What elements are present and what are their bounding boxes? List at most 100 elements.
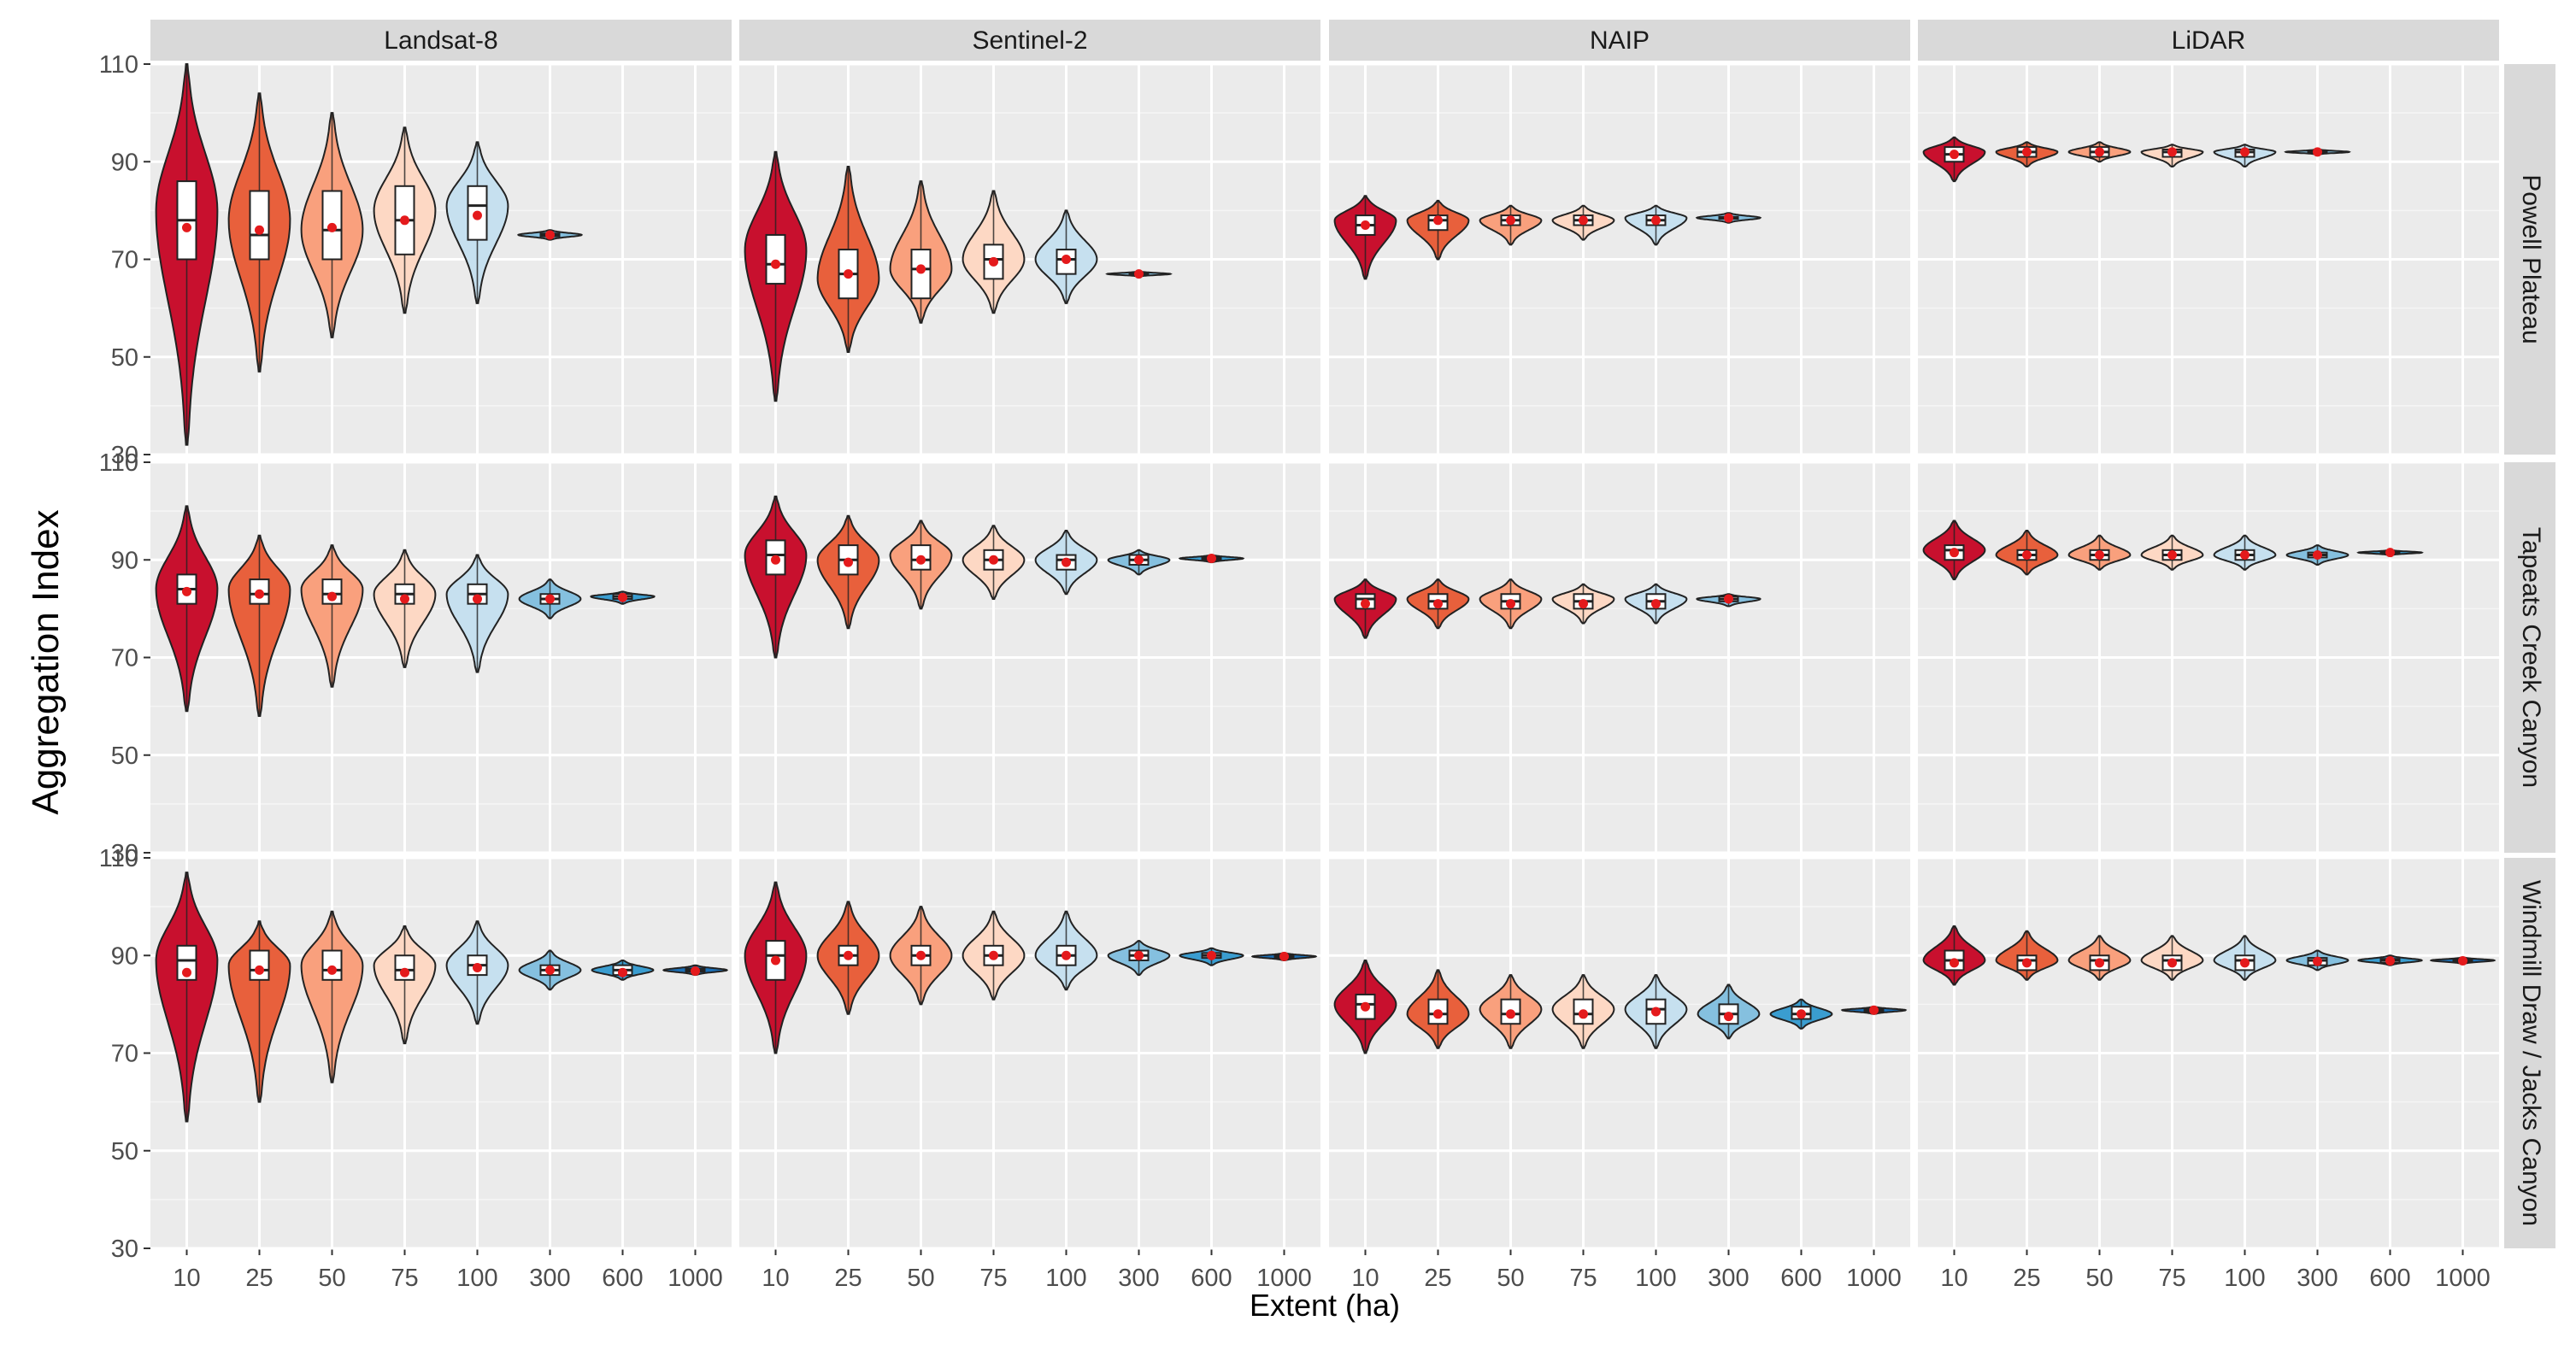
x-tick-label: 1000 <box>1256 1265 1312 1292</box>
violin-25 <box>816 901 880 1015</box>
x-tick-label: 100 <box>1635 1265 1676 1292</box>
x-axis-col-naip: 10 25 50 75 100 300 600 1000 <box>1351 1248 1902 1292</box>
violin-300 <box>1107 940 1171 977</box>
violin-300 <box>1695 212 1762 224</box>
mean-marker <box>1724 1012 1733 1022</box>
violin-600 <box>1769 998 1833 1030</box>
mean-marker <box>1433 1009 1443 1019</box>
x-axis-col-lidar: 10 25 50 75 100 300 600 1000 <box>1940 1248 2491 1292</box>
column-strip-lidar: LiDAR <box>1918 20 2499 61</box>
mean-marker <box>327 222 337 232</box>
mean-marker <box>771 259 780 269</box>
mean-marker <box>2167 958 2177 968</box>
violin-75 <box>962 525 1026 600</box>
mean-marker <box>618 592 627 602</box>
mean-marker <box>2240 958 2250 968</box>
mean-marker <box>255 589 264 599</box>
violin-1000 <box>2429 956 2497 966</box>
y-tick-label: 50 <box>111 743 138 770</box>
mean-marker <box>1869 1005 1879 1015</box>
violin-50 <box>300 112 364 338</box>
violin-25 <box>1406 969 1470 1049</box>
violin-600 <box>1178 554 1245 564</box>
violin-50 <box>1479 578 1543 630</box>
y-tick-label: 70 <box>111 1041 138 1068</box>
y-axis-row-windmill-draw-jacks-canyon: 30 50 70 90 110 <box>99 845 150 1263</box>
mean-marker <box>400 594 409 604</box>
x-tick-label: 75 <box>979 1265 1007 1292</box>
row-strip-windmill-draw-jacks-canyon: Windmill Draw / Jacks Canyon <box>2504 858 2555 1248</box>
x-tick-label: 25 <box>245 1265 273 1292</box>
x-tick-label: 1000 <box>668 1265 723 1292</box>
violin-10 <box>155 872 219 1123</box>
violin-50 <box>889 180 953 324</box>
mean-marker <box>400 215 409 226</box>
column-strip-sentinel-2: Sentinel-2 <box>739 20 1320 61</box>
violin-75 <box>2140 144 2204 167</box>
panel-powell-plateau-naip <box>1329 62 1910 456</box>
x-tick-label: 300 <box>529 1265 570 1292</box>
mean-marker <box>473 594 482 604</box>
x-tick-label: 50 <box>1497 1265 1524 1292</box>
y-axis-title: Aggregation Index <box>25 509 67 814</box>
mean-marker <box>182 967 191 977</box>
x-tick-label: 600 <box>2369 1265 2410 1292</box>
y-tick-label: 30 <box>111 442 138 469</box>
mean-marker <box>545 965 555 975</box>
y-tick-label: 70 <box>111 247 138 274</box>
violin-25 <box>1406 199 1470 261</box>
violin-600 <box>590 590 656 605</box>
mean-marker <box>1062 950 1071 960</box>
mean-marker <box>2385 956 2395 966</box>
mean-marker <box>1651 215 1661 226</box>
violin-50 <box>300 910 364 1083</box>
mean-marker <box>771 955 780 966</box>
row-strip-powell-plateau: Powell Plateau <box>2504 64 2555 455</box>
mean-marker <box>2313 550 2322 561</box>
violin-75 <box>1551 204 1615 241</box>
panel-powell-plateau-landsat-8 <box>150 62 732 456</box>
y-tick-label: 30 <box>111 840 138 867</box>
violin-25 <box>1406 578 1470 630</box>
mean-marker <box>1651 1007 1661 1017</box>
mean-marker <box>1361 220 1370 231</box>
mean-marker <box>182 586 191 596</box>
panels-layer: Landsat-8 Sentinel-2 NAIP LiDAR Powell Plate… <box>99 20 2555 1292</box>
row-label-tapeats-creek-canyon: Tapeats Creek Canyon <box>2517 527 2545 788</box>
violin-300 <box>1696 593 1761 608</box>
y-tick-label: 110 <box>99 449 138 477</box>
mean-marker <box>844 557 853 567</box>
mean-marker <box>1950 958 1959 968</box>
x-axis-col-landsat-8: 10 25 50 75 100 300 600 1000 <box>173 1248 723 1292</box>
violin-75 <box>2140 935 2204 981</box>
x-tick-label: 100 <box>2224 1265 2265 1292</box>
violin-75 <box>373 549 437 668</box>
violin-100 <box>445 554 509 673</box>
violin-300 <box>1697 983 1761 1040</box>
x-tick-label: 300 <box>1708 1265 1749 1292</box>
violin-75 <box>2140 534 2204 571</box>
violin-100 <box>1624 974 1688 1049</box>
violin-25 <box>1995 930 2059 981</box>
row-strip-bg <box>2504 858 2555 1248</box>
x-tick-label: 75 <box>1569 1265 1597 1292</box>
panel-tapeats-creek-canyon-lidar <box>1918 461 2499 854</box>
mean-marker <box>618 967 627 977</box>
box-iqr <box>176 944 197 981</box>
mean-marker <box>1950 548 1959 558</box>
mean-marker <box>2095 147 2104 157</box>
panel-windmill-draw-jacks-canyon-landsat-8 <box>150 856 732 1250</box>
violin-600 <box>1179 947 1244 966</box>
mean-marker <box>255 965 264 975</box>
mean-marker <box>2022 958 2032 968</box>
x-tick-label: 100 <box>456 1265 497 1292</box>
mean-marker <box>844 269 853 279</box>
row-label-powell-plateau: Powell Plateau <box>2517 174 2545 343</box>
mean-marker <box>2095 550 2104 561</box>
violin-300 <box>2284 147 2351 157</box>
mean-marker <box>182 222 191 232</box>
mean-marker <box>545 230 555 240</box>
violin-10 <box>744 150 808 402</box>
violin-10 <box>155 63 219 446</box>
violin-300 <box>1105 269 1173 279</box>
